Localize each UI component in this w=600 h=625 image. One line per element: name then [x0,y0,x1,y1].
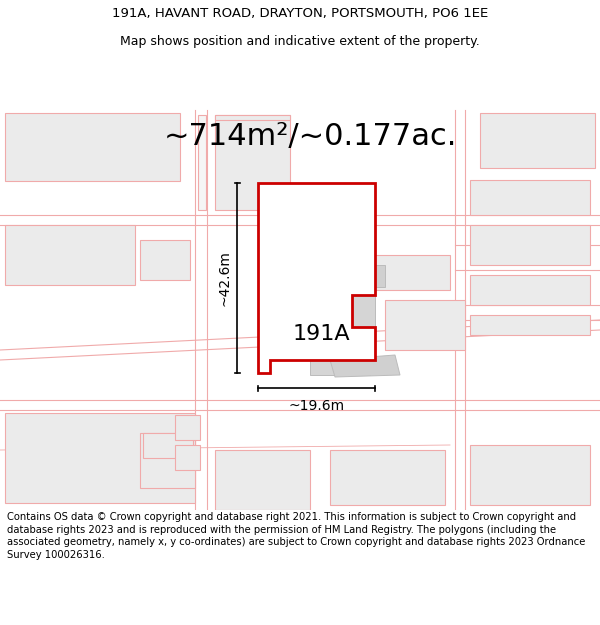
Bar [470,275,590,305]
Bar [330,450,445,505]
Bar [385,300,465,350]
Bar [175,445,200,470]
Bar [215,115,290,120]
Bar [140,240,190,280]
Text: Map shows position and indicative extent of the property.: Map shows position and indicative extent… [120,35,480,48]
Bar [5,413,195,503]
Polygon shape [258,183,375,373]
Bar [5,225,135,285]
Text: Contains OS data © Crown copyright and database right 2021. This information is : Contains OS data © Crown copyright and d… [7,512,586,559]
Bar [143,433,193,458]
Text: ~42.6m: ~42.6m [218,250,232,306]
Bar [470,225,590,265]
Bar [5,113,180,181]
Bar [140,433,195,488]
Bar [215,115,290,210]
Polygon shape [330,355,400,377]
Text: ~19.6m: ~19.6m [289,399,344,413]
Bar [300,290,375,345]
Bar [470,315,590,335]
Text: 191A: 191A [293,324,350,344]
Bar [175,415,200,440]
Bar [310,345,370,375]
Bar [470,180,590,215]
Bar [480,113,595,168]
Bar [360,255,450,290]
Bar [198,115,206,210]
Text: ~714m²/~0.177ac.: ~714m²/~0.177ac. [163,122,457,151]
Bar [215,450,310,510]
Text: 191A, HAVANT ROAD, DRAYTON, PORTSMOUTH, PO6 1EE: 191A, HAVANT ROAD, DRAYTON, PORTSMOUTH, … [112,8,488,20]
Bar [355,265,385,287]
Bar [470,445,590,505]
